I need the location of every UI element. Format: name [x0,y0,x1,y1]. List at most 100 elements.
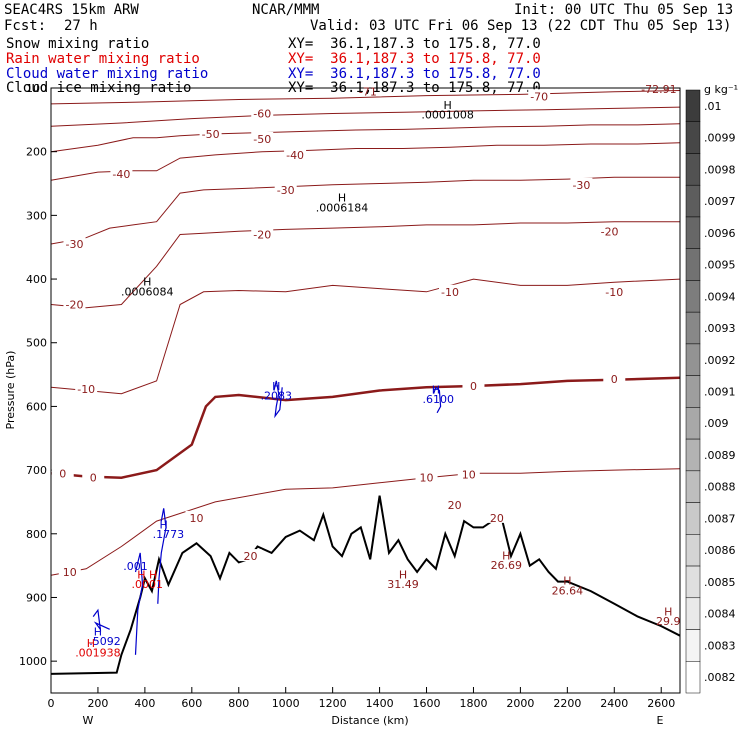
annotation-24: 26.69 [491,559,523,572]
y-tick-label-0: 100 [26,82,47,95]
isotherm-line-0 [50,468,681,576]
colorbar-label-2: .0098 [704,163,736,176]
cloud-water-contour-1 [433,386,442,414]
colorbar-swatch-16 [685,597,701,630]
annotation-22: 31.49 [387,578,419,591]
contour-label-bg-1 [528,89,551,102]
contour-label-20: 10 [462,469,476,482]
annotation-15: H H [137,568,157,581]
colorbar-swatch-9 [685,375,701,408]
cloud-water-contour-2 [157,508,167,604]
y-tick-label-5: 600 [26,400,47,413]
y-tick-label-9: 1000 [19,655,47,668]
contour-label-bg-2 [199,126,222,139]
contour-label-bg-10 [598,224,621,237]
y-tick-label-1: 200 [26,146,47,159]
annotation-28: 29.9 [656,615,681,628]
colorbar-label-13: .0087 [704,512,736,525]
y-tick-label-8: 900 [26,591,47,604]
y-tick-label-2: 300 [26,209,47,222]
contour-label-19: 10 [420,472,434,485]
y-axis: 100 200 300 400 500 600 700 800 900 1000 [19,82,57,668]
colorbar-swatch-18 [685,661,701,694]
forecast-label: Fcst: [4,18,47,34]
annotation-3: .0001008 [421,109,474,122]
x-tick-label-9: 1800 [459,697,487,710]
colorbar-label-18: .0082 [704,671,736,684]
isotherm-line-5 [50,142,681,181]
contour-label-bg-14 [75,382,98,395]
chart-title: SEAC4RS 15km ARW [4,2,139,18]
field-xy-cloud-water: XY= 36.1,187.3 to 175.8, 77.0 [288,66,541,82]
colorbar-swatch-3 [685,184,701,218]
annotation-16: .0001 [131,578,163,591]
x-tick-label-4: 800 [228,697,249,710]
annotation-14: .001 [123,560,148,573]
contour-label-bg-3 [251,131,274,144]
contour-label-bg-22 [58,565,81,577]
colorbar-label-5: .0095 [704,259,736,272]
x-tick-label-2: 400 [134,697,155,710]
annotation-5: .0006184 [316,202,369,215]
contour-label-3: -50 [253,133,271,146]
field-name-snow: Snow mixing ratio [6,36,150,52]
contour-label-18: 0 [90,472,97,485]
cloud-water-contour-4 [134,552,144,655]
contour-label-bg-20 [457,467,480,480]
x-tick-label-6: 1200 [319,697,347,710]
annotation-10: H [432,384,440,397]
field-xy-rain: XY= 36.1,187.3 to 175.8, 77.0 [288,51,541,67]
contour-label-bg-4 [110,166,133,179]
colorbar-label-9: .0091 [704,386,736,399]
colorbar-label-11: .0089 [704,449,736,462]
colorbar-swatch-11 [685,438,701,472]
isotherm-line-8 [50,90,681,105]
contour-label-bg-5 [284,147,307,160]
colorbar-label-17: .0083 [704,639,736,652]
annotation-11: .6100 [423,393,455,406]
annotation-4: H [338,191,346,204]
isotherm-line-3 [50,221,680,309]
y-tick-label-3: 400 [26,273,47,286]
annotation-9: .2083 [261,389,293,402]
x-tick-label-12: 2400 [600,697,628,710]
isotherm-line-6 [50,123,681,153]
annotation-12: H [160,519,168,532]
colorbar-swatch-17 [685,629,701,662]
annotation-23: H [502,549,510,562]
colorbar-swatch-15 [685,565,701,599]
annotation-13: .1773 [153,528,185,541]
contour-label-17: 0 [59,467,66,480]
annotation-20: .001938 [75,647,121,660]
contour-label-6: -30 [277,184,295,197]
terrain-line [50,495,681,675]
contour-label-16: 0 [470,380,477,393]
contour-label-bg-15 [603,372,626,385]
contour-label-bg-25 [239,549,262,562]
x-tick-label-8: 1600 [413,697,441,710]
chart-labels: -60 -70 -50 -50 -40 -40 -30 -30 -30 -20 -20 -20 -10 -… [51,83,681,660]
field-xy-snow: XY= 36.1,187.3 to 175.8, 77.0 [288,36,541,52]
init-time: Init: 00 UTC Thu 05 Sep 13 [514,2,734,18]
colorbar-swatch-13 [685,502,701,535]
colorbar-swatch-1 [685,121,701,154]
cloud-water-contour-0 [273,380,283,419]
contour-label-bg-0 [251,106,274,119]
x-tick-label-10: 2000 [506,697,534,710]
colorbar-label-8: .0092 [704,354,736,367]
colorbar-label-4: .0096 [704,227,736,240]
isotherm-line-1 [50,376,681,479]
colorbar-swatch-2 [685,153,701,186]
contour-label-11: -20 [65,299,83,312]
contour-label-bg-17 [51,466,74,479]
contour-label-bg-13 [603,284,626,297]
contour-label-15: 0 [611,373,618,386]
contour-label-0: -60 [253,107,271,120]
annotation-7: .0006084 [121,286,174,299]
contour-label-bg-7 [570,177,593,190]
contour-label-1: -70 [530,90,548,103]
contour-label-5: -40 [286,149,304,162]
y-tick-label-7: 800 [26,528,47,541]
annotation-26: 26.64 [552,584,584,597]
colorbar-swatch-7 [685,311,701,345]
